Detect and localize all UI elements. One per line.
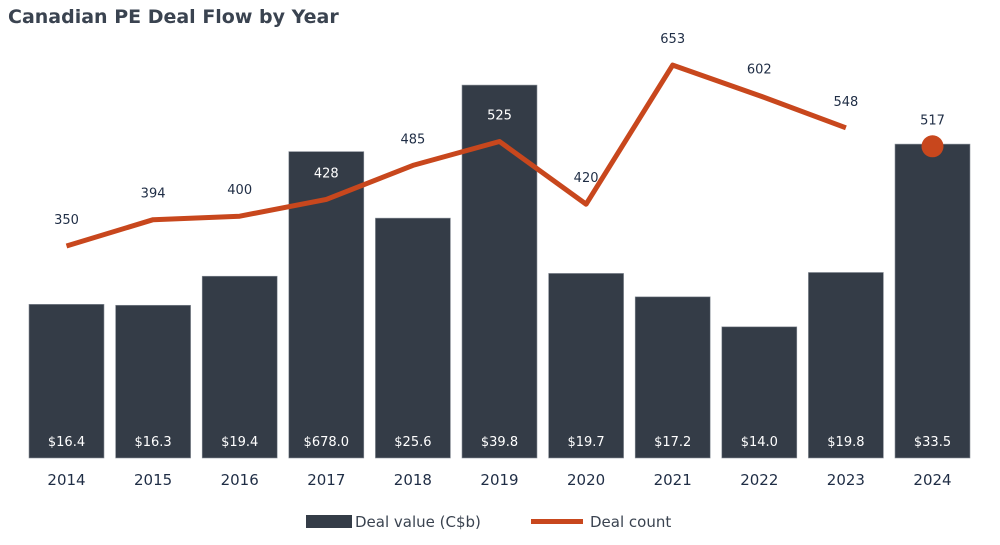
bar-label-2021: $17.2 <box>654 435 691 450</box>
count-label-2016: 400 <box>227 183 252 198</box>
bar-series <box>28 84 971 459</box>
x-axis-ticks: 2014 2015 2016 2017 2018 2019 2020 2021 2022 2023… <box>47 471 951 489</box>
x-tick-2017: 2017 <box>307 471 345 489</box>
count-labels: 350 394 400 428 485 525 420 653 602 548 517 <box>54 32 945 228</box>
x-tick-2015: 2015 <box>134 471 172 489</box>
count-label-2024: 517 <box>920 113 945 128</box>
bar-label-2024: $33.5 <box>914 435 951 450</box>
count-label-2018: 485 <box>400 132 425 147</box>
legend-swatch-deal-count <box>531 519 583 524</box>
bar-2023 <box>808 272 884 459</box>
count-label-2019: 525 <box>487 109 512 124</box>
bar-2014 <box>28 304 105 459</box>
x-tick-2024: 2024 <box>913 471 951 489</box>
bar-label-2023: $19.8 <box>827 435 864 450</box>
bar-2018 <box>375 217 451 459</box>
bar-label-2015: $16.3 <box>134 435 171 450</box>
x-tick-2019: 2019 <box>480 471 518 489</box>
count-label-2017: 428 <box>314 166 339 181</box>
bar-value-labels: $16.4 $16.3 $19.4 $678.0 $25.6 $39.8 $19.7 $17.… <box>48 435 951 450</box>
chart-title: Canadian PE Deal Flow by Year <box>8 6 339 28</box>
bar-label-2022: $14.0 <box>741 435 778 450</box>
bar-2022 <box>721 326 798 459</box>
deal-count-marker-2024 <box>921 135 944 158</box>
deal-count-line <box>65 62 847 249</box>
bar-2020 <box>548 273 624 459</box>
count-label-2022: 602 <box>747 63 772 78</box>
bar-label-2016: $19.4 <box>221 435 258 450</box>
bar-label-2014: $16.4 <box>48 435 85 450</box>
count-label-2023: 548 <box>833 95 858 110</box>
x-tick-2020: 2020 <box>567 471 605 489</box>
count-label-2015: 394 <box>141 187 166 202</box>
x-tick-2021: 2021 <box>654 471 692 489</box>
x-tick-2014: 2014 <box>47 471 85 489</box>
bar-label-2020: $19.7 <box>567 435 604 450</box>
bar-2015 <box>115 304 191 459</box>
bar-2024 <box>894 143 971 459</box>
x-tick-2023: 2023 <box>827 471 865 489</box>
count-label-2014: 350 <box>54 213 79 228</box>
line-series <box>65 62 944 249</box>
x-tick-2018: 2018 <box>394 471 432 489</box>
bar-label-2019: $39.8 <box>481 435 518 450</box>
x-tick-2016: 2016 <box>221 471 259 489</box>
bar-label-2017: $678.0 <box>304 435 350 450</box>
legend-swatch-deal-value <box>306 515 352 528</box>
legend: Deal value (C$b) Deal count <box>306 513 671 531</box>
legend-label-deal-count: Deal count <box>590 513 671 531</box>
count-label-2020: 420 <box>574 171 599 186</box>
count-label-2021: 653 <box>660 32 685 47</box>
bar-2016 <box>201 275 278 459</box>
legend-label-deal-value: Deal value (C$b) <box>355 513 481 531</box>
bar-2021 <box>634 296 711 459</box>
bar-label-2018: $25.6 <box>394 435 431 450</box>
x-tick-2022: 2022 <box>740 471 778 489</box>
